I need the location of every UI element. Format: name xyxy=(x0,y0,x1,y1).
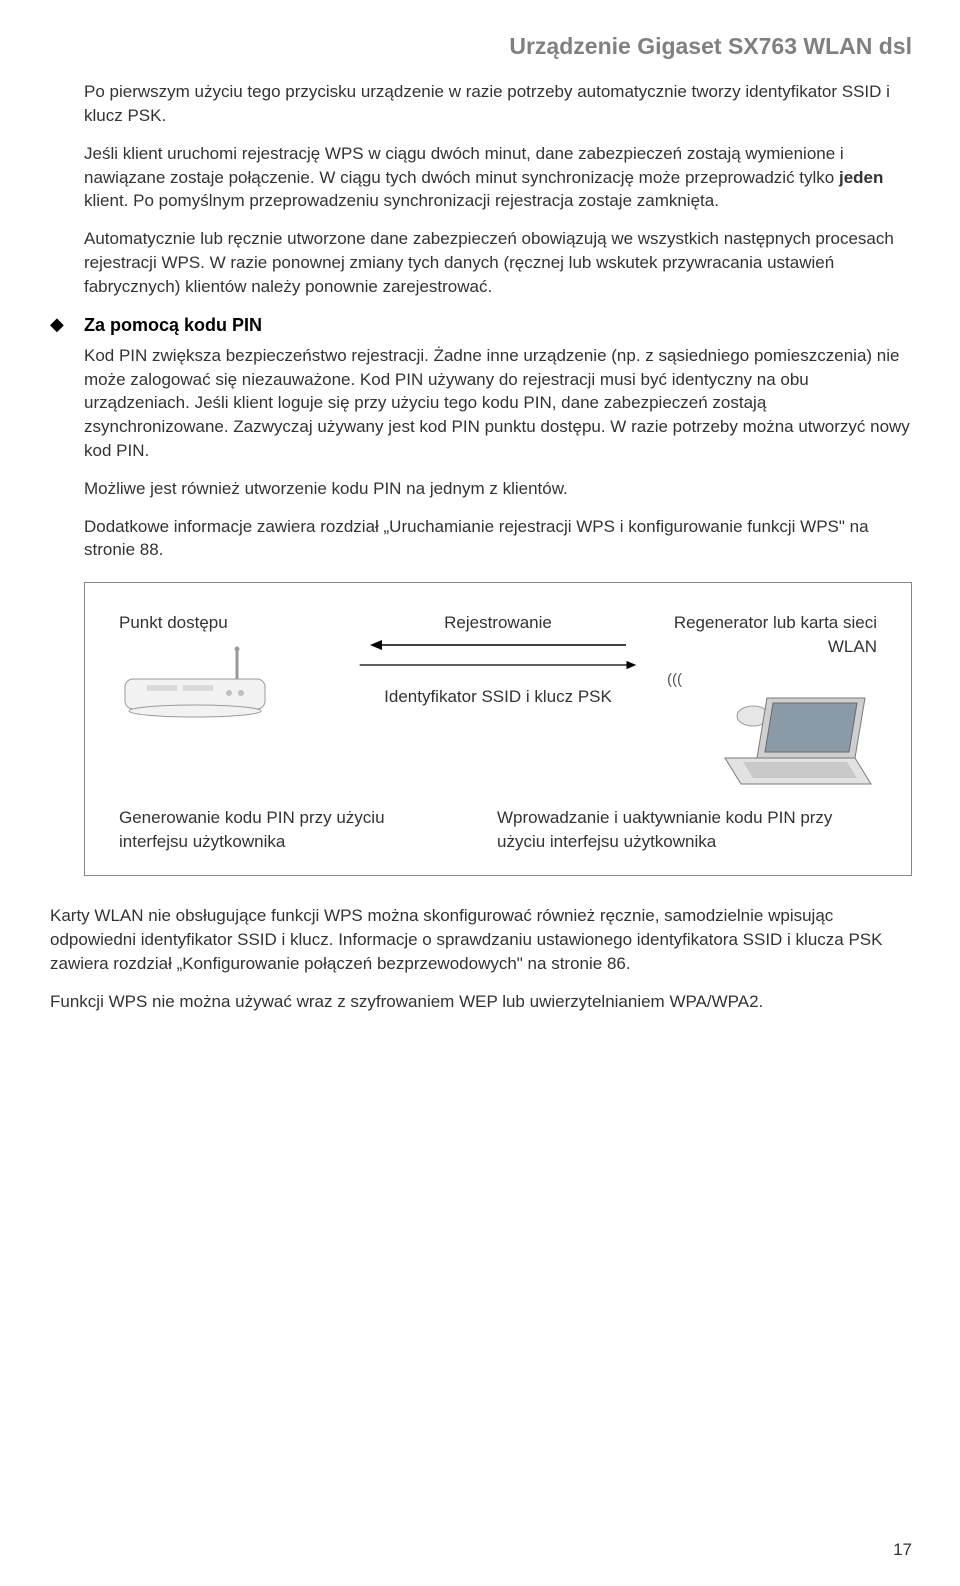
diagram-label-left: Punkt dostępu xyxy=(119,611,228,635)
paragraph: Możliwe jest również utworzenie kodu PIN… xyxy=(84,477,912,501)
paragraph: Automatycznie lub ręcznie utworzone dane… xyxy=(84,227,912,298)
diamond-bullet-icon: ◆ xyxy=(50,313,84,336)
section-title: Za pomocą kodu PIN xyxy=(84,313,262,338)
diagram-caption-left: Generowanie kodu PIN przy użyciu interfe… xyxy=(119,806,419,854)
arrow-right-icon xyxy=(358,657,638,673)
paragraph: Jeśli klient uruchomi rejestrację WPS w … xyxy=(84,142,912,213)
paragraph: Kod PIN zwiększa bezpieczeństwo rejestra… xyxy=(84,344,912,463)
paragraph: Karty WLAN nie obsługujące funkcji WPS m… xyxy=(50,904,912,975)
page-number: 17 xyxy=(893,1538,912,1562)
paragraph: Dodatkowe informacje zawiera rozdział „U… xyxy=(84,515,912,563)
signal-icon: ((( xyxy=(639,669,877,690)
text-run: klient. Po pomyślnym przeprowadzeniu syn… xyxy=(84,191,719,210)
arrow-left-icon xyxy=(368,637,628,653)
laptop-icon xyxy=(707,692,877,792)
diagram-label-right: Regenerator lub karta sieci WLAN xyxy=(667,611,877,659)
router-icon xyxy=(119,645,279,725)
diagram-container: Punkt dostępu Rejestrowanie xyxy=(84,582,912,876)
section-heading: ◆ Za pomocą kodu PIN xyxy=(50,313,912,338)
paragraph: Po pierwszym użyciu tego przycisku urząd… xyxy=(84,80,912,128)
page-header-title: Urządzenie Gigaset SX763 WLAN dsl xyxy=(50,30,912,62)
diagram-label-ssid: Identyfikator SSID i klucz PSK xyxy=(358,685,638,709)
text-run: Jeśli klient uruchomi rejestrację WPS w … xyxy=(84,144,844,187)
paragraph: Funkcji WPS nie można używać wraz z szyf… xyxy=(50,990,912,1014)
diagram-caption-right: Wprowadzanie i uaktywnianie kodu PIN prz… xyxy=(497,806,877,854)
text-bold: jeden xyxy=(839,168,883,187)
diagram-label-mid: Rejestrowanie xyxy=(444,611,552,635)
